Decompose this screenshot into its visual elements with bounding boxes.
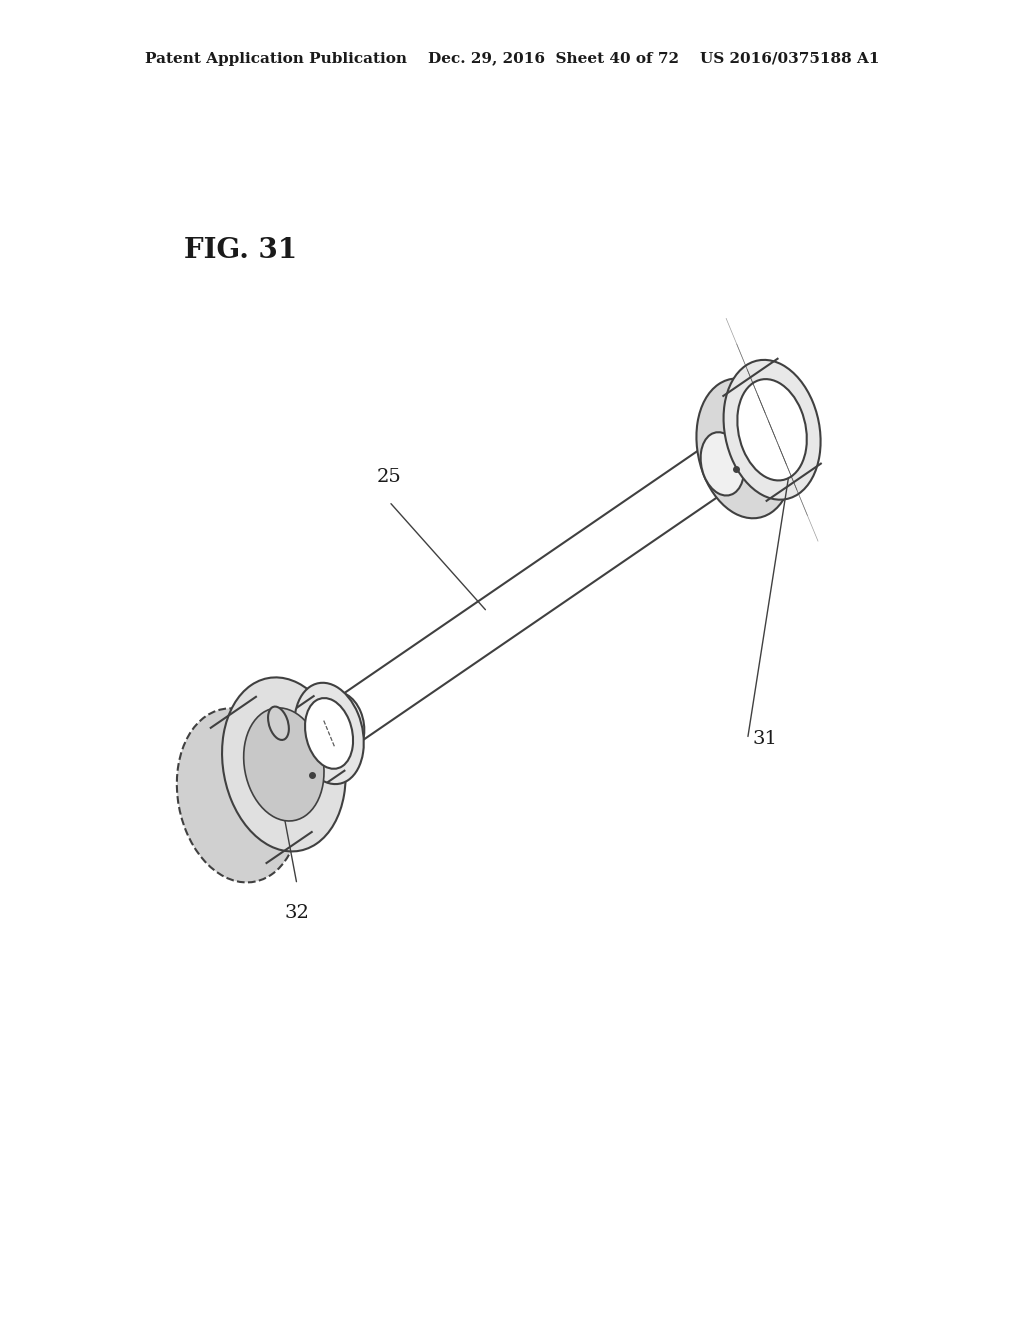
Text: 25: 25 [377, 467, 401, 486]
Ellipse shape [177, 709, 300, 883]
Ellipse shape [279, 694, 347, 795]
Ellipse shape [737, 379, 807, 480]
Ellipse shape [244, 708, 324, 821]
Text: 31: 31 [753, 730, 777, 748]
Ellipse shape [321, 693, 365, 756]
Text: FIG. 31: FIG. 31 [184, 238, 297, 264]
Ellipse shape [222, 677, 346, 851]
Ellipse shape [268, 706, 289, 741]
Text: Patent Application Publication    Dec. 29, 2016  Sheet 40 of 72    US 2016/03751: Patent Application Publication Dec. 29, … [144, 53, 880, 66]
Ellipse shape [294, 682, 364, 784]
Ellipse shape [696, 379, 794, 519]
Ellipse shape [305, 698, 353, 768]
Text: 32: 32 [285, 904, 309, 923]
Ellipse shape [724, 360, 820, 500]
Ellipse shape [700, 432, 744, 495]
